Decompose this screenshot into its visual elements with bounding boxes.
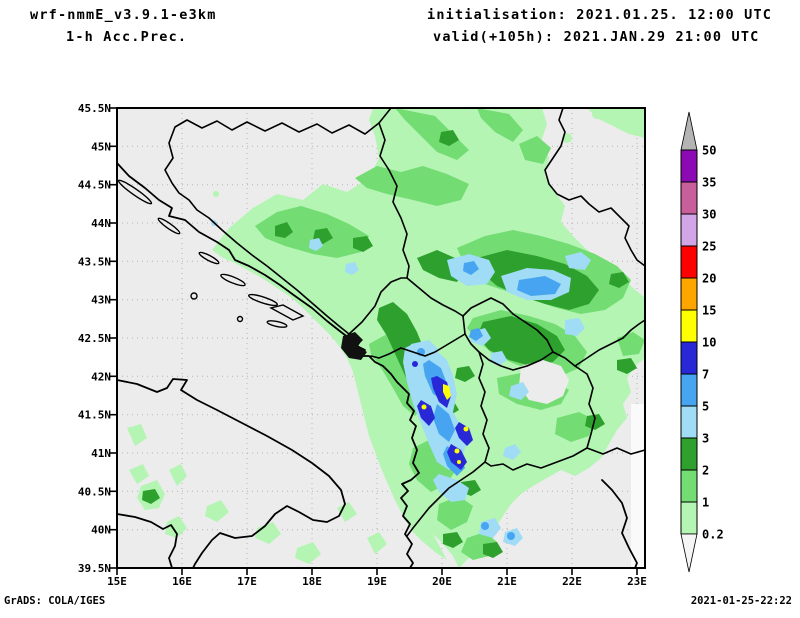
- cbar-label: 1: [702, 496, 709, 510]
- colorbar-labels: 50 35 30 25 20 15 10 7 5 3 2 1 0.2: [702, 144, 724, 542]
- lon-label: 19E: [367, 575, 387, 588]
- lat-label: 45N: [91, 140, 111, 153]
- cbar-label: 0.2: [702, 528, 724, 542]
- cbar-label: 15: [702, 304, 716, 318]
- cbar-label: 35: [702, 176, 716, 190]
- lon-label: 15E: [107, 575, 127, 588]
- lon-label: 18E: [302, 575, 322, 588]
- colorbar-segment: [680, 373, 698, 407]
- colorbar-segment: [680, 405, 698, 439]
- colorbar-segment: [680, 341, 698, 375]
- cbar-label: 50: [702, 144, 716, 158]
- lat-label: 44N: [91, 217, 111, 230]
- lat-label: 40N: [91, 524, 111, 537]
- country-borders: [164, 107, 646, 537]
- colorbar-segment: [680, 501, 698, 535]
- italy-tyrrhenian-coast: [116, 513, 178, 569]
- lat-label: 42.5N: [78, 332, 111, 345]
- lon-label: 16E: [172, 575, 192, 588]
- field-title: 1-h Acc.Prec.: [66, 29, 187, 45]
- cbar-label: 5: [702, 400, 709, 414]
- model-title: wrf-nmmE_v3.9.1-e3km: [30, 7, 217, 23]
- lon-label: 22E: [562, 575, 582, 588]
- lon-label: 23E: [627, 575, 647, 588]
- colorbar-segment: [680, 277, 698, 311]
- lat-label: 41N: [91, 447, 111, 460]
- italy-adriatic-coast: [116, 378, 346, 569]
- precip-level-10: [421, 384, 469, 464]
- colorbar-under-arrow: [680, 533, 698, 573]
- colorbar-segment: [680, 213, 698, 247]
- creation-timestamp: 2021-01-25-22:22: [691, 595, 792, 607]
- adriatic-islands: [117, 179, 305, 328]
- axis-ticks: [110, 107, 638, 575]
- map-frame: [116, 107, 646, 569]
- lat-label: 45.5N: [78, 102, 111, 115]
- valid-time-label: valid(+105h): 2021.JAN.29 21:00 UTC: [433, 29, 759, 45]
- init-time-label: initialisation: 2021.01.25. 12:00 UTC: [427, 7, 772, 23]
- precip-level-7: [412, 361, 473, 470]
- cbar-label: 30: [702, 208, 716, 222]
- cbar-label: 7: [702, 368, 709, 382]
- lat-label: 39.5N: [78, 562, 111, 575]
- cbar-label: 10: [702, 336, 716, 350]
- lat-label: 42N: [91, 370, 111, 383]
- cbar-label: 25: [702, 240, 716, 254]
- longitude-axis-labels: 15E 16E 17E 18E 19E 20E 21E 22E 23E: [107, 575, 647, 588]
- lat-label: 43.5N: [78, 255, 111, 268]
- cbar-label: 20: [702, 272, 716, 286]
- colorbar-segment: [680, 469, 698, 503]
- aegean-coast: [601, 479, 638, 569]
- grads-credit: GrADS: COLA/IGES: [4, 595, 105, 607]
- lat-label: 40.5N: [78, 485, 111, 498]
- map-canvas: [110, 107, 646, 575]
- nodata-strip: [631, 404, 645, 568]
- colorbar-segment: [680, 245, 698, 279]
- colorbar-segment: [680, 437, 698, 471]
- lat-label: 43N: [91, 294, 111, 307]
- kotor-skadar-lakes: [341, 332, 367, 360]
- lon-label: 20E: [432, 575, 452, 588]
- colorbar-over-arrow: [680, 111, 698, 151]
- coastlines: [116, 162, 638, 569]
- latitude-axis-labels: 45.5N 45N 44.5N 44N 43.5N 43N 42.5N 42N …: [78, 102, 111, 575]
- cbar-label: 2: [702, 464, 709, 478]
- adriatic-balkan-coast: [116, 162, 420, 569]
- colorbar-segment: [680, 309, 698, 343]
- lon-label: 21E: [497, 575, 517, 588]
- colorbar-segment: [680, 149, 698, 183]
- lat-label: 44.5N: [78, 179, 111, 192]
- precip-field: [127, 108, 645, 568]
- colorbar-segment: [680, 181, 698, 215]
- lon-label: 17E: [237, 575, 257, 588]
- cbar-label: 3: [702, 432, 709, 446]
- colorbar: 50 35 30 25 20 15 10 7 5 3 2 1 0.2: [680, 111, 724, 573]
- dry-gap: [519, 360, 569, 404]
- lat-label: 41.5N: [78, 409, 111, 422]
